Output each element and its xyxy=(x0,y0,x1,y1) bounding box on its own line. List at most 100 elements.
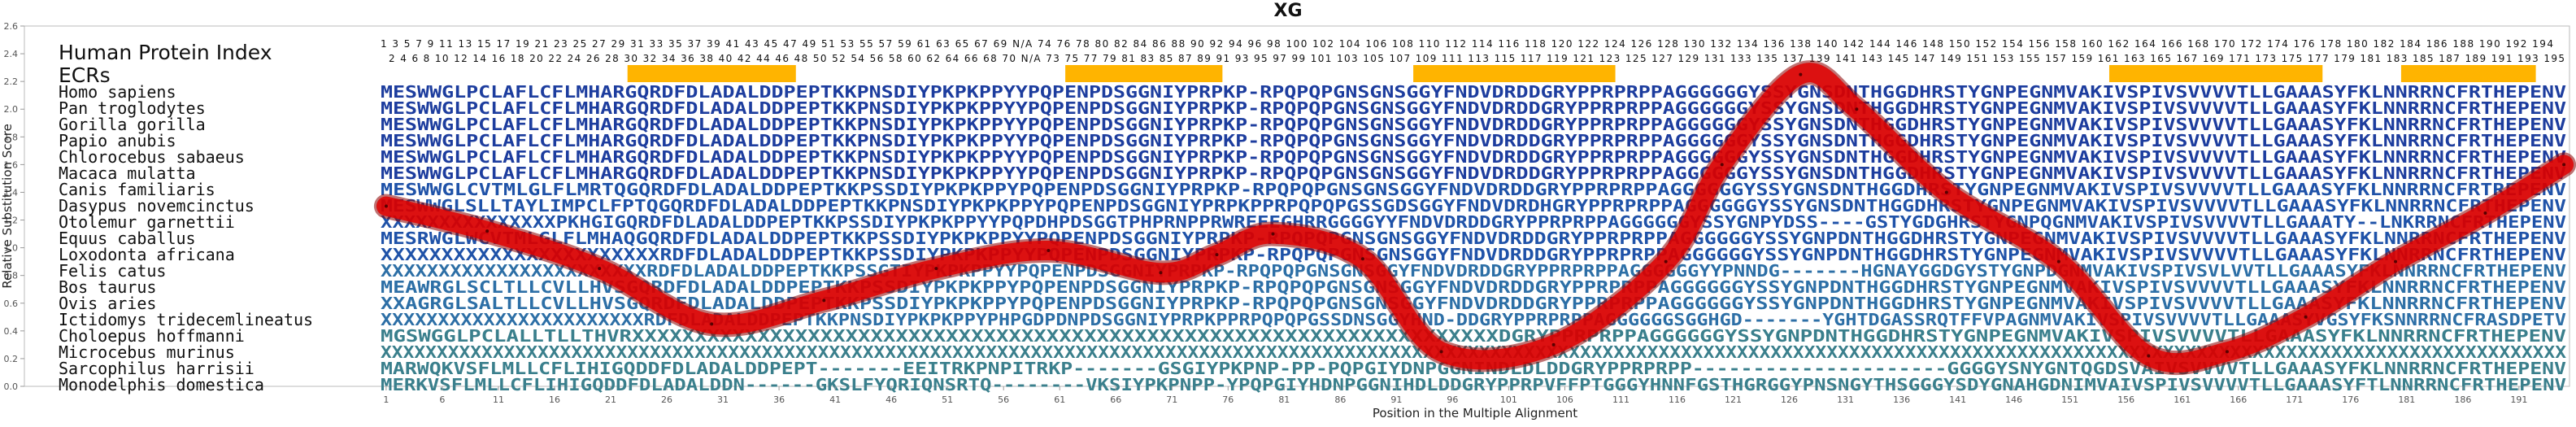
sequence-row: MESWWGLPCLAFLCFLMHARGQRDFDLADALDDPEPTKKP… xyxy=(381,115,2566,134)
sequence-row: MEAWRGLSCLTLLCVLLHVSGQRDFDLADALDDPEPTKKP… xyxy=(381,277,2566,297)
score-point xyxy=(2225,350,2229,354)
hpi-label: Human Protein Index xyxy=(59,41,272,64)
x-tick-label: 21 xyxy=(605,394,616,405)
ecr-region xyxy=(2400,65,2536,82)
score-point xyxy=(384,204,388,208)
score-point xyxy=(1439,350,1443,354)
sequence-row: XXXXXXXXXXXXXXXXXXXXXXXRDFDLADALDDPEPTKK… xyxy=(381,261,2566,281)
chart-title: XG xyxy=(1273,1,1302,21)
sequence-row: MESWWGLPCLAFLCFLMHARGQRDFDLADALDDPEPTKKP… xyxy=(381,82,2566,102)
y-tick-label: 1.6 xyxy=(4,159,19,170)
sequence-row: MESWWGLPCLAFLCFLMHARGQRDFDLADALDDPEPTKKP… xyxy=(381,131,2566,150)
y-tick-label: 2.4 xyxy=(4,49,19,59)
ecr-region xyxy=(2108,65,2323,82)
x-tick-label: 61 xyxy=(1054,394,1065,405)
x-tick-label: 171 xyxy=(2286,394,2303,405)
human-protein-index: 1 3 5 7 9 11 13 15 17 19 21 23 25 27 29 … xyxy=(381,38,2565,64)
x-tick-label: 146 xyxy=(2005,394,2022,405)
y-tick-label: 0.8 xyxy=(4,271,19,281)
x-tick-label: 186 xyxy=(2454,394,2471,405)
y-tick-label: 0.0 xyxy=(4,381,19,392)
ecr-region xyxy=(1065,65,1223,82)
x-tick-label: 51 xyxy=(942,394,953,405)
score-point xyxy=(2147,354,2151,358)
hpi-odd-row: 1 3 5 7 9 11 13 15 17 19 21 23 25 27 29 … xyxy=(381,38,2553,50)
score-point xyxy=(598,267,602,271)
sequence-row: XXAGRGLSALTLLCVLLHVSGQRDFDLADALDDPEPTKKP… xyxy=(381,294,2566,313)
x-tick-label: 91 xyxy=(1390,394,1402,405)
x-tick-label: 191 xyxy=(2510,394,2527,405)
x-tick-label: 66 xyxy=(1110,394,1121,405)
score-point xyxy=(1159,271,1163,275)
y-axis-ticks: 0.0 0.2 0.4 0.6 0.8 1.0 1.2 1.4 1.6 1.8 2.0 2.2 2.4 2… xyxy=(4,21,24,392)
x-tick-label: 16 xyxy=(549,394,560,405)
species-name: Microcebus murinus xyxy=(59,342,235,362)
x-tick-label: 156 xyxy=(2117,394,2134,405)
species-name: Gorilla gorilla xyxy=(59,115,206,134)
score-point xyxy=(1944,190,1948,194)
sequence-row: XXXXXXXXXXXXXXXPKHGIGQRDFDLADALDDPEPTKKP… xyxy=(381,212,2566,232)
score-point xyxy=(1855,107,1859,111)
score-point xyxy=(710,322,714,326)
x-tick-label: 176 xyxy=(2342,394,2359,405)
sequence-row: XXXXXXXXXXXXXXXXXXXXXXXRDFDLADALDDPEPTKK… xyxy=(381,245,2566,264)
x-tick-label: 86 xyxy=(1334,394,1346,405)
species-name: Bos taurus xyxy=(59,277,156,297)
score-point xyxy=(822,298,826,303)
species-name: Pan troglodytes xyxy=(59,98,206,118)
score-point xyxy=(2483,211,2487,216)
x-tick-label: 71 xyxy=(1166,394,1177,405)
score-point xyxy=(1271,232,1275,236)
x-tick-label: 111 xyxy=(1612,394,1630,405)
score-point xyxy=(1046,249,1051,253)
y-tick-label: 1.0 xyxy=(4,243,19,254)
sequence-row: MERKVSFLMLLCFLIHIGQDDFDLADALDDN------GKS… xyxy=(381,375,2566,394)
species-name: Ictidomys tridecemlineatus xyxy=(59,310,313,329)
x-tick-label: 36 xyxy=(773,394,785,405)
y-tick-label: 0.6 xyxy=(4,298,19,309)
score-point xyxy=(1720,163,1724,167)
sequence-row: MESWWGLPCLAFLCFLMHARGQRDFDLADALDDPEPTKKP… xyxy=(381,163,2566,183)
species-name: Dasypus novemcinctus xyxy=(59,196,255,216)
y-axis-label: Relative Substitution Score xyxy=(0,124,15,289)
species-name: Canis familiaris xyxy=(59,180,215,199)
ecr-label: ECRs xyxy=(59,63,111,87)
y-tick-label: 2.6 xyxy=(4,21,19,32)
x-tick-label: 101 xyxy=(1500,394,1517,405)
ecr-bars xyxy=(627,65,2536,82)
score-point xyxy=(2394,259,2398,264)
x-tick-label: 166 xyxy=(2230,394,2247,405)
x-tick-label: 136 xyxy=(1893,394,1910,405)
score-point xyxy=(2304,315,2308,319)
score-point xyxy=(1215,253,1219,257)
x-tick-label: 161 xyxy=(2174,394,2191,405)
species-name: Choloepus hoffmanni xyxy=(59,326,245,346)
species-name: Equus caballus xyxy=(59,229,196,248)
species-name: Macaca mulatta xyxy=(59,163,196,183)
species-name: Homo sapiens xyxy=(59,82,176,102)
ecr-region xyxy=(1413,65,1616,82)
species-name: Chlorocebus sabaeus xyxy=(59,147,245,167)
x-tick-label: 56 xyxy=(998,394,1009,405)
x-tick-label: 31 xyxy=(717,394,729,405)
x-tick-label: 1 xyxy=(383,394,389,405)
y-tick-label: 1.4 xyxy=(4,187,19,198)
x-tick-label: 41 xyxy=(829,394,841,405)
sequence-rows: MESWWGLPCLAFLCFLMHARGQRDFDLADALDDPEPTKKP… xyxy=(381,82,2566,394)
species-name: Monodelphis domestica xyxy=(59,375,264,394)
sequence-row: MESWWGLPCLAFLCFLMHARGQRDFDLADALDDPEPTKKP… xyxy=(381,147,2566,167)
score-point xyxy=(485,229,490,233)
score-point xyxy=(934,267,938,271)
score-point xyxy=(1360,257,1364,261)
ecr-region xyxy=(627,65,796,82)
plot-frame xyxy=(24,25,2570,387)
x-tick-label: 6 xyxy=(439,394,445,405)
hpi-even-row: 2 4 6 8 10 12 14 16 18 20 22 24 26 28 30… xyxy=(389,53,2565,64)
species-name: Loxodonta africana xyxy=(59,245,235,264)
sequence-row: MESRWGLWCVTMLGLFLMHAQGQRDFDLADALDDPEPTKK… xyxy=(381,229,2566,248)
species-name: Otolemur garnettii xyxy=(59,212,235,232)
x-tick-label: 76 xyxy=(1222,394,1234,405)
x-axis-ticks: 1 6 11 16 21 26 31 36 41 46 51 56 61 66 71 76 81 86 91 96 10… xyxy=(383,386,2527,405)
x-tick-label: 46 xyxy=(886,394,897,405)
